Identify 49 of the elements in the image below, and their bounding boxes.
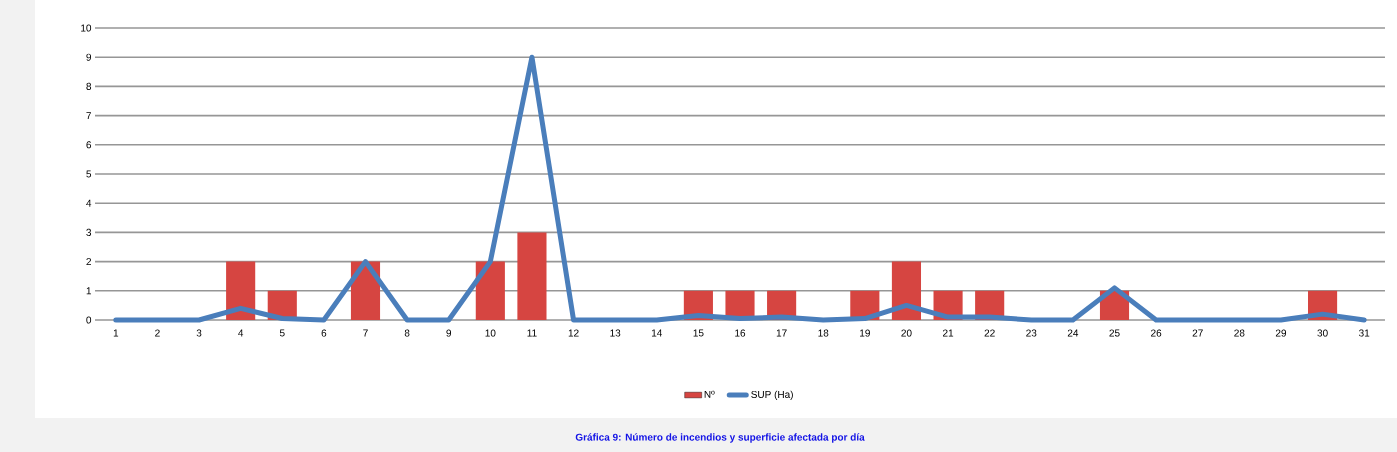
legend-label: SUP (Ha) — [751, 390, 793, 400]
x-tick-label: 14 — [651, 329, 663, 337]
y-tick-label: 2 — [86, 258, 91, 266]
x-tick-label: 1 — [113, 329, 119, 337]
x-tick-label: 22 — [984, 329, 995, 337]
x-tick-label: 16 — [735, 329, 746, 337]
x-tick-label: 15 — [693, 329, 704, 337]
x-tick-label: 2 — [155, 329, 160, 337]
y-tick-label: 7 — [86, 112, 91, 120]
x-tick-label: 25 — [1109, 329, 1120, 337]
x-tick-label: 8 — [404, 329, 410, 337]
x-tick-label: 21 — [943, 329, 954, 337]
x-tick-label: 29 — [1275, 329, 1287, 337]
x-tick-label: 27 — [1192, 329, 1203, 337]
x-tick-label: 10 — [485, 329, 496, 337]
bar — [475, 261, 505, 320]
y-tick-label: 0 — [86, 316, 92, 324]
y-tick-label: 6 — [86, 141, 92, 149]
y-tick-label: 9 — [86, 53, 92, 61]
x-tick-label: 7 — [363, 329, 368, 337]
legend-label: Nº — [704, 390, 715, 398]
x-tick-label: 18 — [818, 329, 829, 337]
x-tick-label: 12 — [568, 329, 579, 337]
x-tick-label: 9 — [446, 329, 452, 337]
x-tick-label: 28 — [1234, 329, 1245, 337]
x-tick-label: 30 — [1317, 329, 1328, 337]
y-tick-label: 4 — [86, 199, 92, 207]
x-tick-label: 23 — [1026, 329, 1037, 337]
y-tick-label: 10 — [81, 24, 92, 32]
x-tick-label: 5 — [279, 329, 285, 337]
x-tick-label: 6 — [321, 329, 327, 337]
x-tick-label: 13 — [610, 329, 621, 337]
x-tick-label: 26 — [1151, 329, 1162, 337]
y-tick-label: 8 — [86, 82, 92, 90]
x-tick-label: 11 — [527, 329, 537, 337]
y-tick-label: 3 — [86, 228, 92, 236]
y-tick-label: 5 — [86, 170, 92, 178]
bar — [226, 261, 256, 320]
x-tick-label: 3 — [196, 329, 202, 337]
text: Gráfica 9: Número de incendios y superficie afectada por día — [575, 433, 865, 443]
x-tick-label: 19 — [860, 329, 870, 337]
bar — [517, 232, 547, 320]
x-tick-label: 4 — [238, 329, 244, 337]
bar — [891, 261, 922, 320]
x-tick-label: 31 — [1358, 329, 1370, 337]
x-tick-label: 24 — [1067, 329, 1079, 337]
x-tick-label: 20 — [901, 329, 912, 337]
y-tick-label: 1 — [86, 287, 92, 295]
x-tick-label: 17 — [776, 329, 787, 337]
